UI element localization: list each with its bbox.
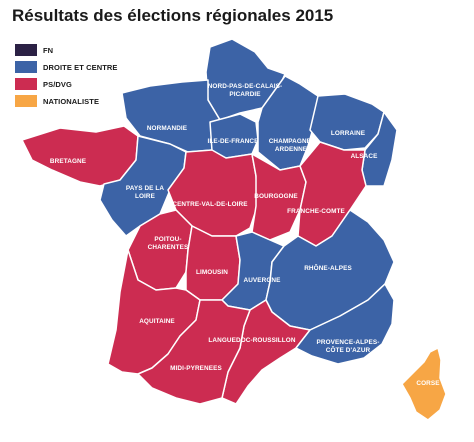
region-champagne-ardenne[interactable]: [257, 75, 319, 171]
label-centre-val-de-loire: CENTRE-VAL-DE-LOIRE: [172, 201, 248, 208]
region-bourgogne[interactable]: [251, 153, 307, 241]
region-midi-pyrenees[interactable]: [137, 299, 251, 405]
legend-swatch-ps-dvg: [15, 78, 37, 90]
legend-swatch-fn: [15, 44, 37, 56]
legend-label-droite-centre: DROITE ET CENTRE: [43, 62, 118, 72]
label-alsace: ALSACE: [351, 153, 379, 160]
label-bretagne: BRETAGNE: [50, 158, 87, 165]
label-poitou-charentes: POITOU-CHARENTES: [148, 236, 189, 251]
label-auvergne: AUVERGNE: [243, 277, 281, 284]
legend-swatch-nationaliste: [15, 95, 37, 107]
label-aquitaine: AQUITAINE: [139, 318, 175, 325]
label-lorraine: LORRAINE: [331, 130, 366, 137]
label-bourgogne: BOURGOGNE: [254, 193, 298, 200]
label-franche-comte: FRANCHE-COMTE: [287, 208, 345, 215]
legend-item-ps-dvg: PS/DVG: [15, 76, 118, 92]
region-bretagne[interactable]: [21, 125, 139, 187]
region-provence-alpes-cote-dazur[interactable]: [295, 283, 395, 365]
legend-item-droite-centre: DROITE ET CENTRE: [15, 59, 118, 75]
label-midi-pyrenees: MIDI-PYRENEES: [170, 365, 222, 372]
label-nord-pas-de-calais-picardie: NORD-PAS-DE-CALAIS-PICARDIE: [208, 83, 283, 98]
label-normandie: NORMANDIE: [147, 125, 188, 132]
region-ile-de-france[interactable]: [209, 113, 259, 159]
legend-label-nationaliste: NATIONALISTE: [43, 96, 100, 106]
label-pays-de-la-loire: PAYS DE LA LOIRE: [126, 185, 165, 200]
label-rhone-alpes: RHÔNE-ALPES: [304, 263, 352, 272]
label-corse: CORSE: [416, 380, 440, 387]
legend-swatch-droite-centre: [15, 61, 37, 73]
label-provence-alpes-cote-dazur: PROVENCE-ALPES-CÔTE D'AZUR: [317, 339, 380, 354]
map-title: Résultats des élections régionales 2015: [12, 6, 334, 25]
label-limousin: LIMOUSIN: [196, 269, 228, 276]
legend-item-fn: FN: [15, 42, 118, 58]
legend-item-nationaliste: NATIONALISTE: [15, 93, 118, 109]
label-languedoc-roussillon: LANGUEDOC-ROUSSILLON: [208, 337, 295, 344]
region-limousin[interactable]: [185, 225, 241, 301]
label-champagne-ardenne: CHAMPAGNE-ARDENNE: [269, 138, 314, 153]
legend-label-fn: FN: [43, 45, 54, 55]
legend: FN DROITE ET CENTRE PS/DVG NATIONALISTE: [15, 42, 118, 110]
region-corse[interactable]: [401, 347, 447, 421]
region-centre-val-de-loire[interactable]: [167, 149, 259, 237]
legend-label-ps-dvg: PS/DVG: [43, 79, 72, 89]
label-ile-de-france: ILE-DE-FRANCE: [207, 138, 259, 145]
